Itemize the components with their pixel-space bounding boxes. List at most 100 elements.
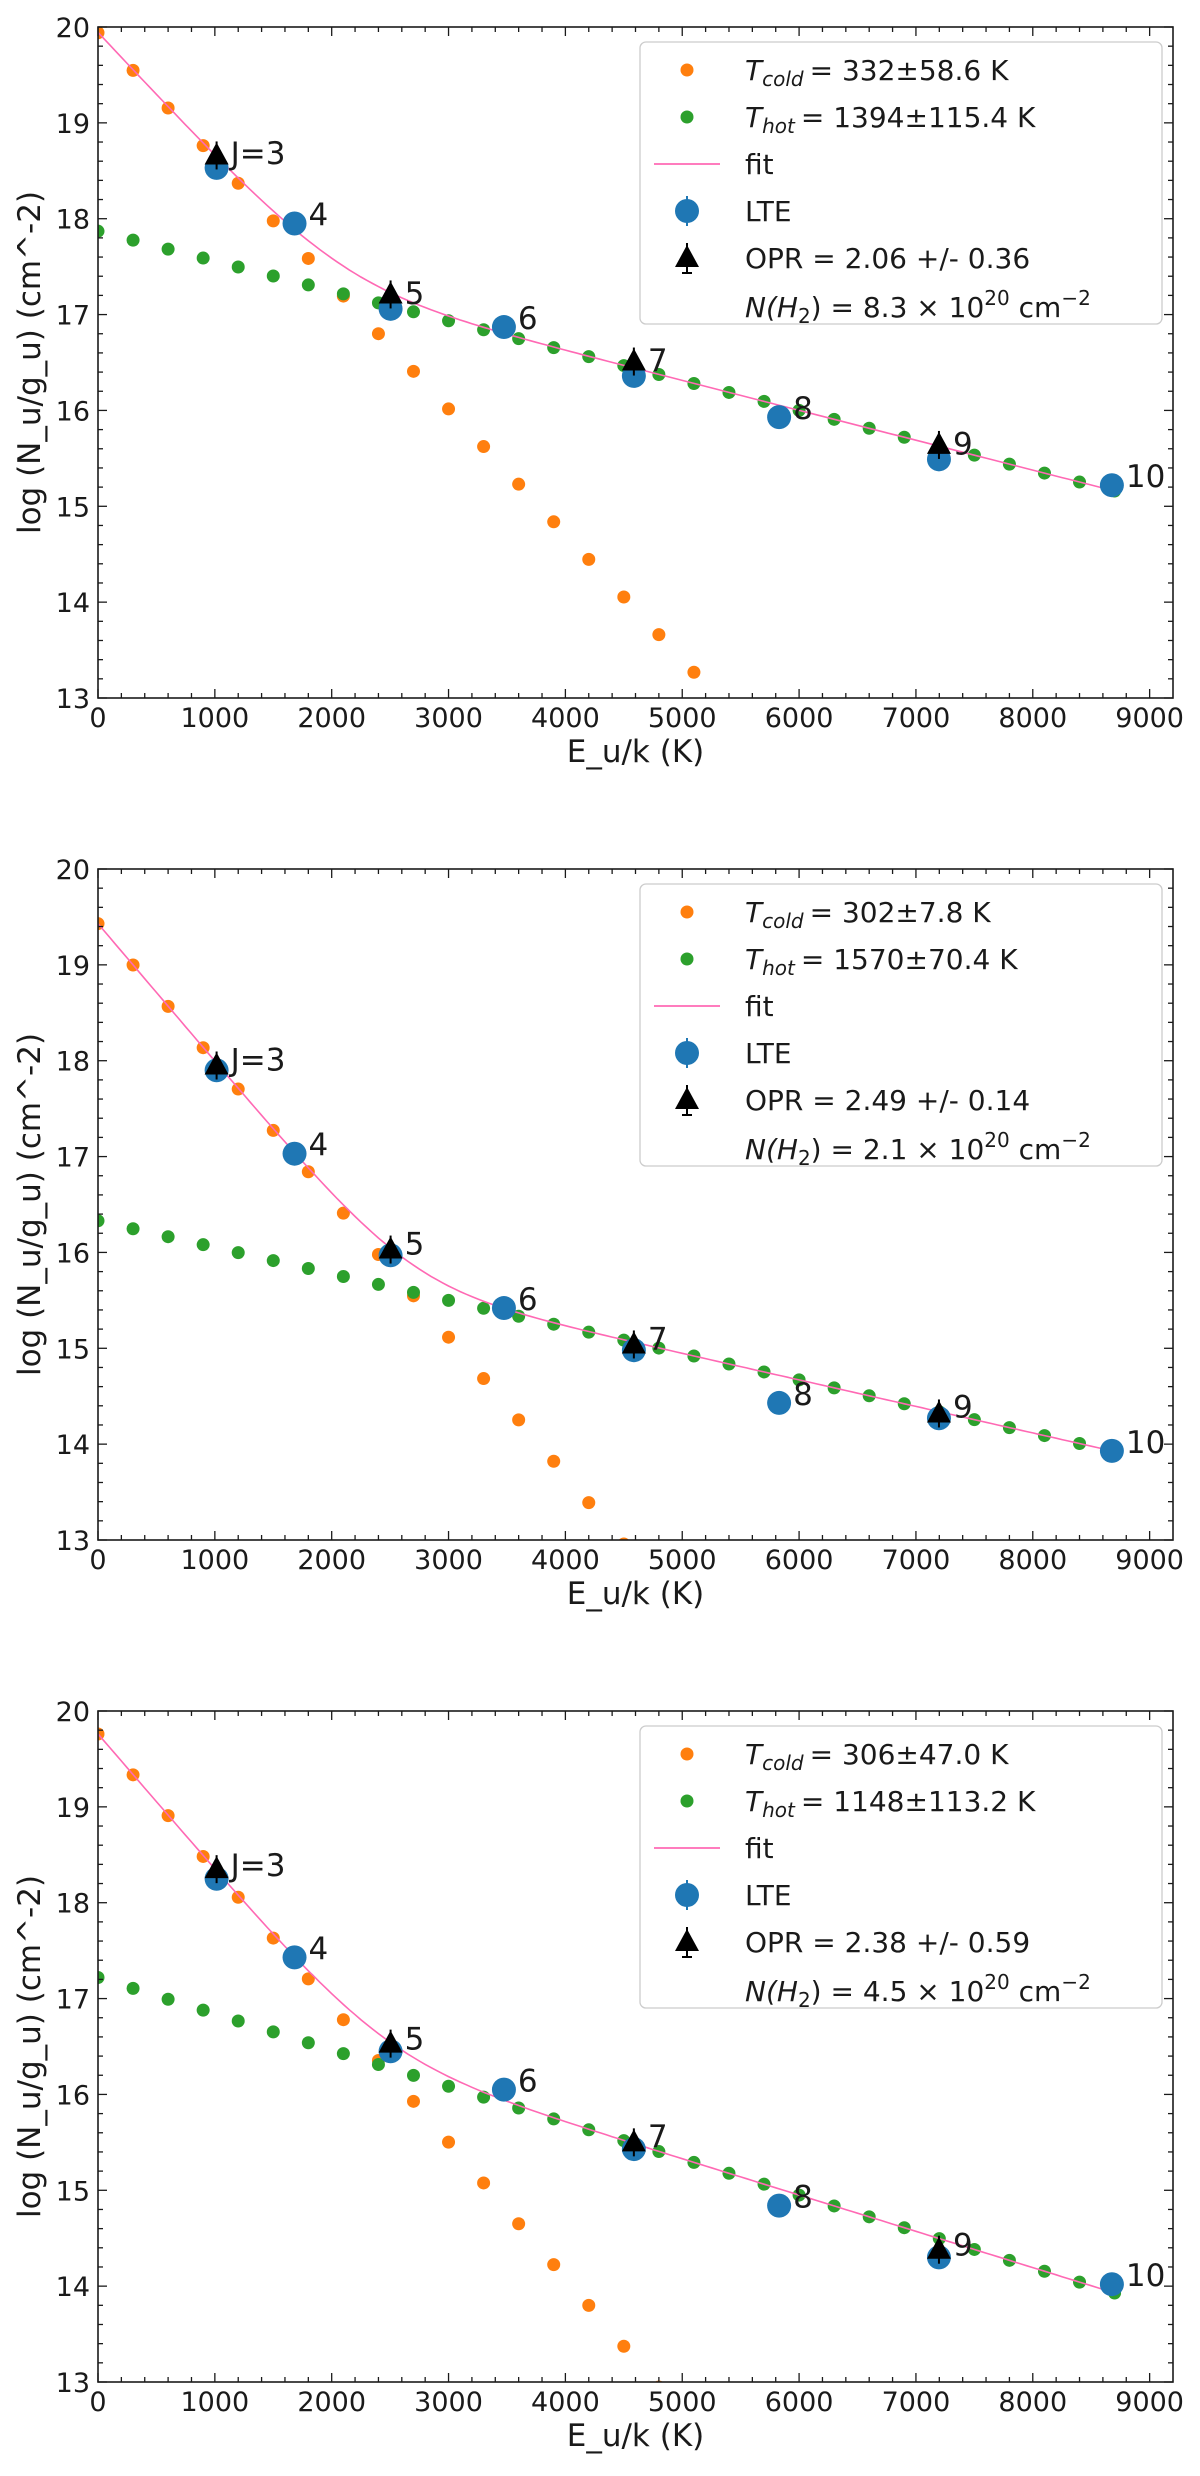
x-tick-label: 7000 [882,703,951,734]
y-tick-label: 14 [56,588,90,619]
j-level-label: J=3 [229,1042,286,1078]
hot-component-point [266,269,280,283]
legend-opr-label: OPR = 2.06 +/- 0.36 [745,242,1030,275]
panel-3: J=3 4 5 6 7 8 9 10 0 1000 2000 3000 4000 5000 6000 7000… [12,1697,1184,2454]
y-tick-label: 14 [56,2272,90,2303]
hot-component-point [547,2112,561,2126]
hot-component-point [98,224,105,238]
x-tick-label: 9000 [1115,2387,1184,2418]
y-tick-label: 16 [56,396,90,427]
cold-component-point [301,1972,315,1986]
lte-point [767,1390,792,1415]
panel-2: J=3 4 5 6 7 8 9 10 0 1000 2000 3000 4000 5000 6000 7000… [12,855,1184,1612]
hot-component-point [266,2025,280,2039]
legend-lte-marker [675,199,699,223]
hot-component-point [406,305,420,319]
legend-cold-label: Tcold = 302±7.8 K [745,896,991,933]
y-axis-title: log (N_u/g_u) (cm^-2) [12,191,48,534]
hot-component-point [477,1301,491,1315]
cold-component-point [722,703,735,716]
lte-point [282,1945,307,1970]
lte-point [491,2077,516,2102]
cold-component-point [442,1330,456,1344]
legend-hot-label: Thot = 1570±70.4 K [745,943,1018,980]
x-tick-label: 5000 [648,2387,717,2418]
y-tick-label: 19 [56,1793,90,1824]
j-level-label: 6 [518,301,538,337]
x-tick-label: 3000 [414,703,483,734]
cold-component-point [687,665,701,679]
j-level-label: 4 [309,198,329,234]
plot-area [98,917,1124,1540]
cold-component-point [512,1413,526,1427]
y-tick-label: 15 [56,492,90,523]
opr-point [621,348,646,371]
x-tick-label: 2000 [297,703,366,734]
legend-cold-marker [680,63,694,77]
legend-box [639,41,1163,325]
legend-lte-label: LTE [745,1037,792,1070]
opr-point [926,431,951,454]
j-level-label: 9 [953,2228,973,2264]
j-level-label: 5 [405,276,425,312]
cold-component-point [196,139,210,153]
hot-component-point [406,2068,420,2082]
lte-point [1099,1438,1124,1463]
x-tick-label: 8000 [998,2387,1067,2418]
x-tick-label: 9000 [1115,703,1184,734]
j-level-label: 9 [953,1389,973,1425]
cold-component-point [547,515,561,529]
cold-component-point [406,2094,420,2108]
legend: Tcold = 306±47.0 K Thot = 1148±113.2 K fit LT… [639,1725,1163,2012]
hot-component-point [126,233,140,247]
hot-component-point [98,1214,105,1228]
hot-component-point [98,1970,105,1984]
legend-opr-marker [675,1929,699,1951]
legend-hot-marker [680,1794,694,1808]
x-axis-title: E_u/k (K) [567,734,705,770]
y-tick-label: 16 [56,2080,90,2111]
j-level-label: 7 [648,2119,668,2155]
hot-component-point [406,1285,420,1299]
x-tick-label: 1000 [180,1545,249,1576]
hot-component-point [196,251,210,265]
hot-component-point [231,1246,245,1260]
hot-component-point [161,1230,175,1244]
opr-point [378,281,403,304]
cold-component-point [301,251,315,265]
legend-opr-marker [675,245,699,267]
x-tick-label: 6000 [765,1545,834,1576]
hot-component-point [512,1309,526,1323]
fit-curve [98,1733,1115,2294]
y-tick-label: 18 [56,205,90,236]
hot-component-point [336,2047,350,2061]
cold-component-point [512,477,526,491]
cold-component-point [336,1206,350,1220]
hot-component-point [301,278,315,292]
y-axis-title: log (N_u/g_u) (cm^-2) [12,1033,48,1376]
x-axis-title: E_u/k (K) [567,2418,705,2454]
x-tick-label: 1000 [180,2387,249,2418]
hot-component-point [161,242,175,256]
x-tick-label: 0 [89,703,106,734]
x-tick-label: 0 [89,2387,106,2418]
j-level-label: 5 [405,2021,425,2057]
opr-point [926,1400,951,1423]
x-tick-label: 3000 [414,1545,483,1576]
legend-fit-label: fit [745,990,774,1023]
cold-component-point [161,101,175,115]
y-tick-label: 13 [56,1526,90,1557]
cold-component-point [477,440,491,454]
cold-component-point [477,2176,491,2190]
legend-column-density: N(H2) = 8.3 × 1020 cm−2 [745,286,1091,328]
hot-component-point [161,1992,175,2006]
legend-hot-label: Thot = 1394±115.4 K [745,101,1036,138]
j-level-label: 10 [1126,459,1165,495]
j-level-label: 6 [518,2064,538,2100]
opr-point [621,1331,646,1354]
x-tick-label: 3000 [414,2387,483,2418]
cold-component-point [371,327,385,341]
legend-lte-label: LTE [745,195,792,228]
hot-component-point [231,2014,245,2028]
x-tick-label: 6000 [765,703,834,734]
